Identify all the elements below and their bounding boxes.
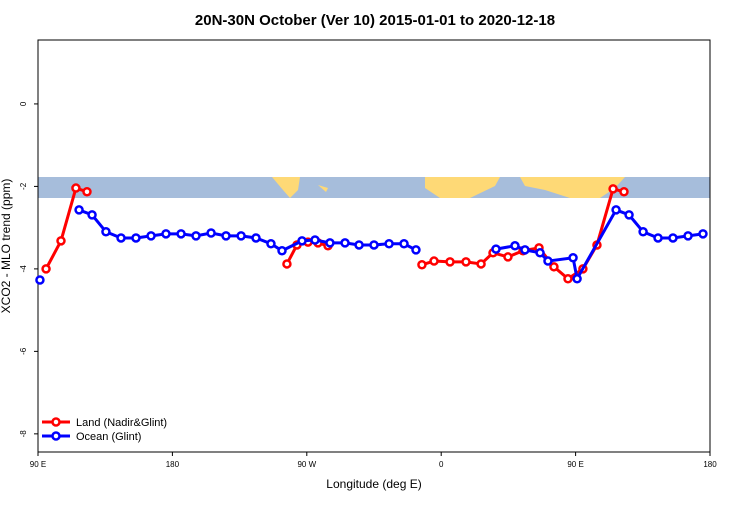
y-tick-label: -2 [19, 182, 28, 190]
plot-frame [37, 39, 711, 453]
land-shape [425, 177, 500, 198]
data-point [206, 228, 216, 238]
data-point [176, 229, 186, 239]
legend-marker [51, 431, 61, 441]
chart-title: 20N-30N October (Ver 10) 2015-01-01 to 2… [195, 12, 555, 29]
data-point [638, 227, 648, 237]
data-point [161, 229, 171, 239]
data-point [461, 257, 471, 267]
data-point [535, 248, 545, 258]
data-point [251, 233, 261, 243]
data-point [310, 235, 320, 245]
land-shape [520, 177, 625, 198]
data-point [608, 184, 618, 194]
legend-label: Land (Nadir&Glint) [76, 417, 167, 429]
data-point [82, 187, 92, 197]
x-tick-label: 180 [166, 460, 180, 469]
data-point [417, 260, 427, 270]
data-point [369, 240, 379, 250]
data-point [340, 238, 350, 248]
land-shape [318, 185, 328, 192]
data-point [74, 205, 84, 215]
data-point [611, 205, 621, 215]
data-point [563, 274, 573, 284]
data-point [549, 262, 559, 272]
data-point [236, 231, 246, 241]
data-point [503, 252, 513, 262]
data-point [384, 238, 394, 249]
data-point [520, 245, 530, 255]
land-shape [272, 177, 300, 198]
data-point [116, 233, 126, 243]
series-line [44, 186, 625, 281]
data-point [668, 233, 678, 243]
data-point [191, 231, 201, 241]
data-point [266, 238, 276, 249]
data-point [619, 187, 629, 197]
data-point [35, 275, 45, 285]
data-point [277, 245, 287, 256]
x-axis-label: Longitude (deg E) [326, 477, 421, 491]
data-point [56, 236, 66, 246]
data-point [445, 257, 455, 267]
data-point [568, 253, 578, 263]
data-point [399, 238, 409, 249]
x-tick-label: 90 W [297, 460, 316, 469]
data-point [411, 245, 421, 255]
data-point [491, 244, 501, 254]
data-point [282, 259, 292, 269]
data-point [71, 183, 81, 193]
data-point [297, 236, 307, 246]
data-point [510, 241, 520, 251]
data-point [698, 229, 708, 239]
x-tick-label: 90 E [567, 460, 583, 469]
y-tick-label: -4 [19, 265, 28, 273]
x-tick-label: 180 [703, 460, 717, 469]
map-band [38, 177, 710, 198]
data-point [572, 274, 582, 284]
legend-label: Ocean (Glint) [76, 431, 141, 443]
data-point [41, 264, 51, 274]
data-point [146, 231, 156, 241]
data-point [543, 256, 553, 266]
x-tick-label: 90 E [30, 460, 46, 469]
legend-marker [51, 417, 61, 427]
data-point [221, 231, 231, 241]
data-point [325, 238, 335, 248]
data-point [429, 256, 439, 266]
data-point [683, 231, 693, 241]
data-point [653, 233, 663, 243]
y-tick-label: -6 [19, 347, 28, 355]
y-axis-label: XCO2 - MLO trend (ppm) [0, 179, 13, 314]
data-point [624, 210, 634, 220]
x-tick-label: 0 [439, 460, 444, 469]
y-tick-label: -8 [19, 430, 28, 438]
data-point [101, 227, 111, 237]
data-point [131, 233, 141, 243]
data-point [354, 240, 364, 250]
data-point [87, 210, 97, 220]
y-tick-label: 0 [19, 101, 28, 106]
data-point [476, 259, 486, 269]
